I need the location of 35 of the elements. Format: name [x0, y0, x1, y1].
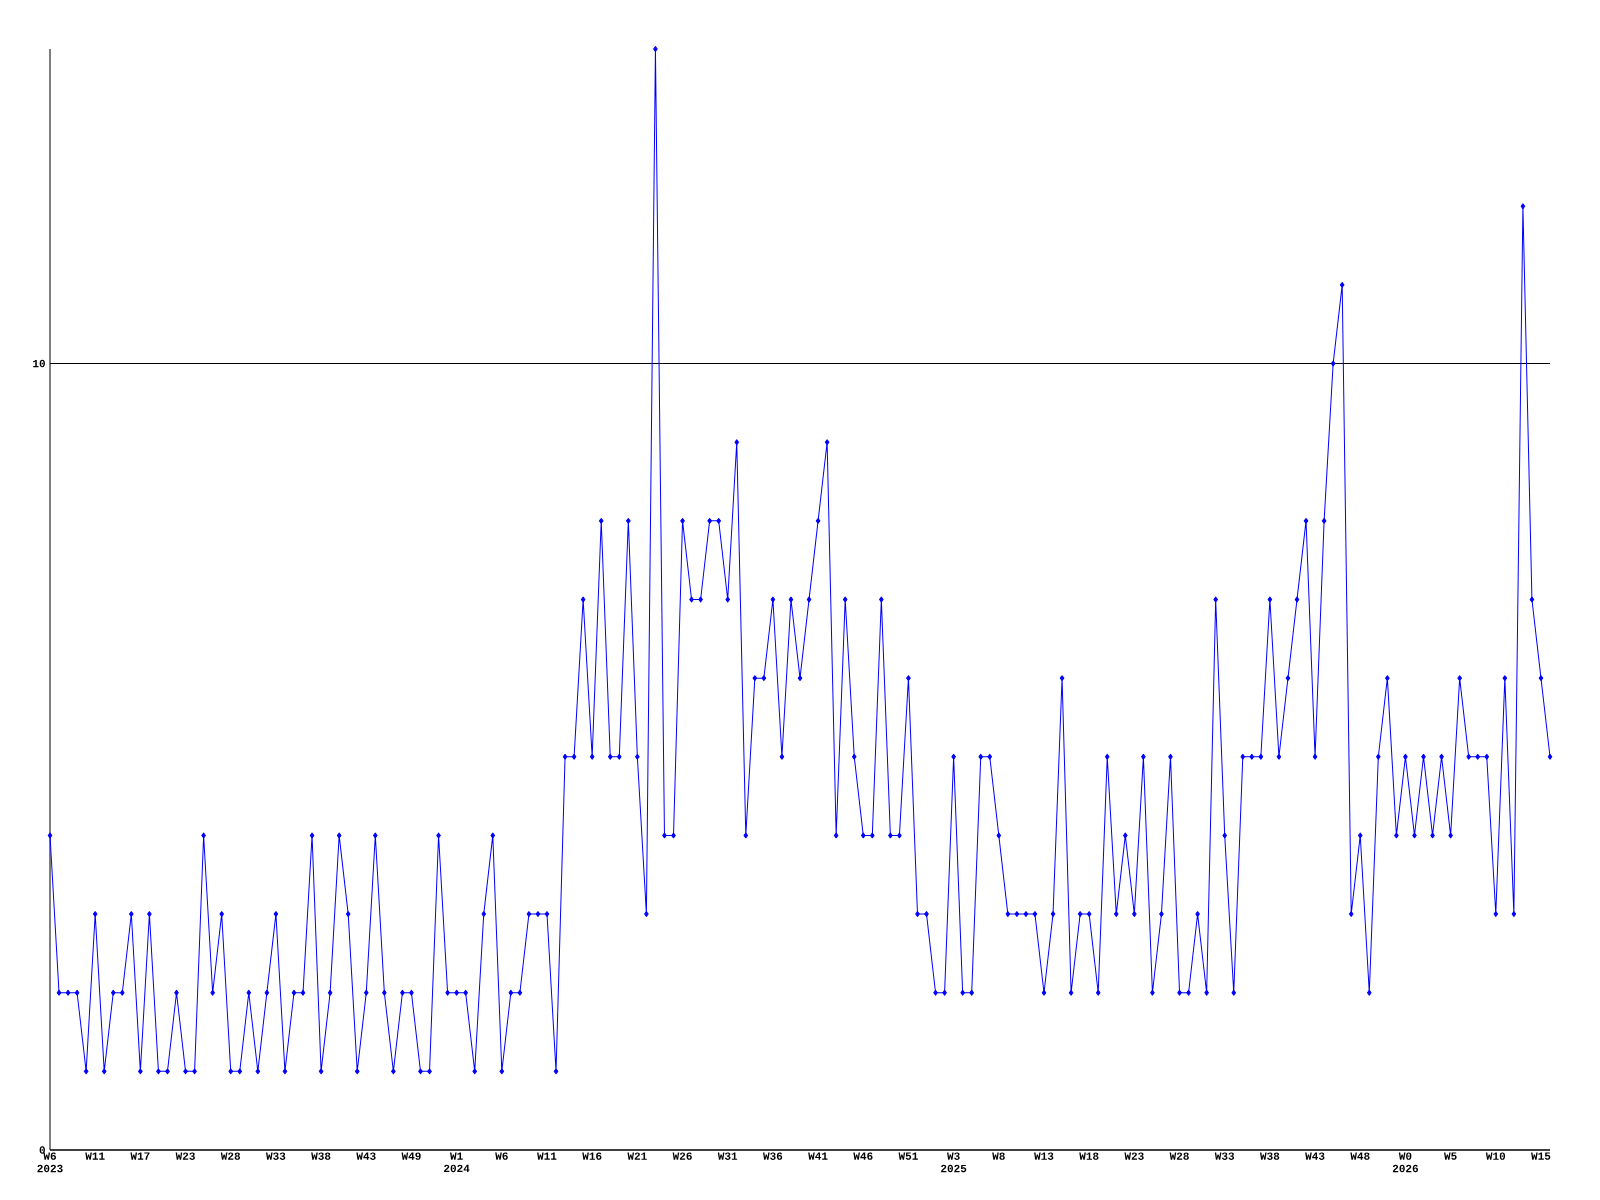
x-tick-label: W38 [311, 1152, 331, 1160]
x-tick-label: W18 [1079, 1152, 1099, 1160]
x-tick-label: W3 2025 [941, 1152, 967, 1173]
x-tick-label: W38 [1259, 1152, 1280, 1160]
x-tick-label: W15 [1531, 1152, 1551, 1160]
y-tick-label: 10 [33, 359, 45, 368]
x-tick-label: W28 [220, 1152, 241, 1160]
x-tick-label: W23 [175, 1152, 195, 1160]
x-tick-label: W33 [266, 1152, 286, 1160]
x-tick-label: W11 [85, 1152, 105, 1160]
x-tick-label: W11 [537, 1152, 557, 1160]
x-tick-label: W23 [1124, 1152, 1144, 1160]
x-tick-label: W13 [1034, 1152, 1054, 1160]
x-tick-label: W43 [1305, 1152, 1325, 1160]
x-tick-label: W5 [1444, 1152, 1457, 1160]
x-tick-label: W8 [992, 1152, 1005, 1160]
x-tick-label: W16 [582, 1152, 602, 1160]
x-tick-label: W31 [717, 1152, 738, 1160]
x-tick-label: W48 [1350, 1152, 1370, 1160]
x-tick-label: W51 [898, 1152, 918, 1160]
x-tick-label: W41 [808, 1152, 828, 1160]
x-tick-label: W36 [763, 1152, 783, 1160]
x-tick-label: W0 2026 [1392, 1152, 1419, 1173]
x-tick-label: W26 [672, 1152, 692, 1160]
x-tick-label: W46 [853, 1152, 873, 1160]
x-tick-label: W17 [130, 1152, 150, 1160]
x-tick-label: W28 [1169, 1152, 1189, 1160]
x-tick-label: W21 [627, 1152, 647, 1160]
x-tick-label: W33 [1214, 1152, 1235, 1160]
x-tick-label: W10 [1485, 1152, 1506, 1160]
x-tick-label: W43 [356, 1152, 376, 1160]
x-tick-label: W1 2024 [444, 1152, 470, 1173]
x-tick-label: W6 [495, 1152, 508, 1160]
y-tick-label: 0 [39, 1146, 45, 1154]
x-tick-label: W49 [401, 1152, 421, 1160]
